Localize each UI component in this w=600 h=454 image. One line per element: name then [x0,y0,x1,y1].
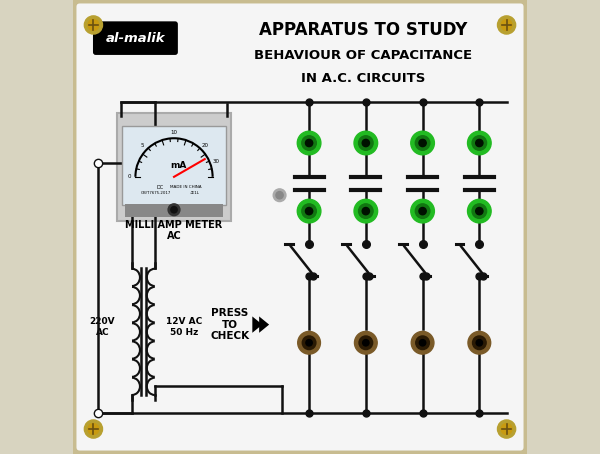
Circle shape [88,424,99,434]
Circle shape [467,199,491,223]
Circle shape [419,207,426,215]
Text: mA: mA [170,161,187,170]
Text: 0: 0 [128,174,131,179]
Circle shape [88,20,99,30]
Circle shape [468,331,491,354]
Circle shape [501,20,512,30]
Circle shape [497,16,515,34]
Text: 20: 20 [202,143,209,148]
Circle shape [171,207,177,213]
Circle shape [362,139,370,147]
FancyBboxPatch shape [93,21,178,55]
Circle shape [476,139,483,147]
Circle shape [419,139,426,147]
Circle shape [359,204,373,218]
Polygon shape [259,316,269,333]
Circle shape [354,131,377,155]
Circle shape [85,420,103,438]
Circle shape [501,424,512,434]
Circle shape [476,207,483,215]
Text: BEHAVIOUR OF CAPACITANCE: BEHAVIOUR OF CAPACITANCE [254,49,473,62]
Text: al-malik: al-malik [106,32,165,44]
Circle shape [302,336,316,350]
FancyBboxPatch shape [73,0,527,454]
Circle shape [302,204,316,218]
Circle shape [305,139,313,147]
Circle shape [472,204,487,218]
Text: -①1L: -①1L [190,191,199,195]
Circle shape [467,131,491,155]
Circle shape [302,136,316,150]
Circle shape [362,340,369,346]
Circle shape [416,336,430,350]
FancyBboxPatch shape [118,113,230,221]
Bar [125,204,223,217]
Circle shape [85,16,103,34]
Polygon shape [253,316,262,333]
Circle shape [419,340,426,346]
Circle shape [411,199,434,223]
Text: IN A.C. CIRCUITS: IN A.C. CIRCUITS [301,72,426,84]
Text: 12V AC
50 Hz: 12V AC 50 Hz [166,317,202,336]
Circle shape [355,331,377,354]
Text: 5: 5 [141,143,145,148]
Text: MILLI AMP METER
AC: MILLI AMP METER AC [125,220,223,242]
FancyBboxPatch shape [122,126,226,205]
Circle shape [497,420,515,438]
Circle shape [354,199,377,223]
Circle shape [306,340,312,346]
Circle shape [362,207,370,215]
Circle shape [359,136,373,150]
Circle shape [305,207,313,215]
Circle shape [276,192,283,199]
Text: 220V
AC: 220V AC [89,317,115,336]
Circle shape [359,336,373,350]
Text: PRESS
TO
CHECK: PRESS TO CHECK [210,308,249,341]
Circle shape [415,136,430,150]
Text: MADE IN CHINA: MADE IN CHINA [170,185,201,189]
Circle shape [273,189,286,202]
Circle shape [472,136,487,150]
Circle shape [168,204,180,216]
Text: APPARATUS TO STUDY: APPARATUS TO STUDY [259,20,468,39]
Circle shape [297,199,321,223]
Text: 10: 10 [170,130,178,135]
Circle shape [415,204,430,218]
Text: DC: DC [157,185,164,190]
Circle shape [297,131,321,155]
Circle shape [411,131,434,155]
Circle shape [411,331,434,354]
Text: GB/T7675.2017: GB/T7675.2017 [140,191,171,195]
Text: 30: 30 [212,159,219,164]
Circle shape [476,340,482,346]
Circle shape [298,331,320,354]
Circle shape [473,336,486,350]
